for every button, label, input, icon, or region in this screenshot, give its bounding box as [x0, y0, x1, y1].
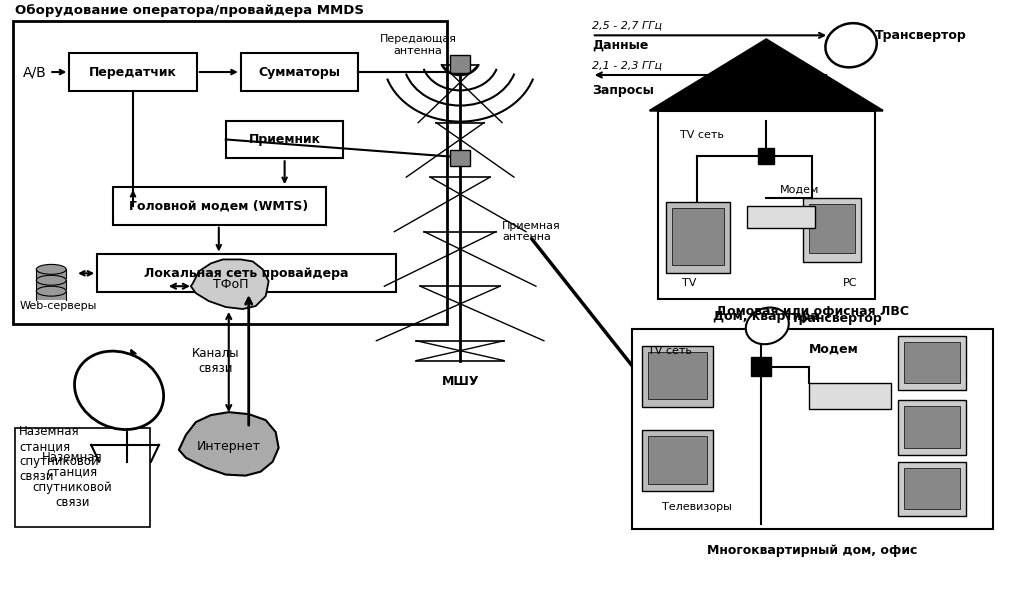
Bar	[36, 291, 67, 300]
Text: Наземная
станция
спутниковой
связи: Наземная станция спутниковой связи	[33, 451, 112, 508]
Bar	[904, 342, 959, 383]
Text: Телевизоры: Телевизоры	[661, 503, 732, 513]
Text: TV сеть: TV сеть	[680, 131, 724, 141]
Bar	[758, 148, 774, 165]
Bar	[648, 352, 707, 399]
Text: Трансвертор: Трансвертор	[791, 312, 883, 326]
Text: Оборудование оператора/провайдера MMDS: Оборудование оператора/провайдера MMDS	[15, 5, 364, 17]
Ellipse shape	[75, 351, 164, 429]
Ellipse shape	[825, 23, 876, 67]
Ellipse shape	[746, 308, 789, 345]
Text: Передающая
антенна: Передающая антенна	[379, 34, 457, 56]
Bar	[665, 202, 731, 273]
Bar	[747, 206, 815, 228]
Text: Web-серверы: Web-серверы	[19, 301, 96, 311]
Bar	[450, 150, 470, 166]
Ellipse shape	[36, 286, 67, 296]
Bar	[36, 280, 67, 289]
Text: 2,5 - 2,7 ГГц: 2,5 - 2,7 ГГц	[591, 20, 662, 30]
Bar	[15, 428, 150, 527]
Bar	[898, 336, 966, 390]
Bar	[36, 269, 67, 278]
Text: Сумматоры: Сумматоры	[258, 65, 340, 78]
Text: Модем: Модем	[809, 342, 859, 355]
Bar	[226, 121, 343, 158]
Bar	[671, 208, 725, 266]
Bar	[809, 383, 891, 409]
Bar	[241, 53, 359, 91]
Text: Наземная
станция
спутниковой
связи: Наземная станция спутниковой связи	[19, 425, 99, 483]
Bar	[70, 53, 197, 91]
Polygon shape	[191, 260, 269, 309]
Text: Головной модем (WMTS): Головной модем (WMTS)	[129, 200, 309, 213]
Text: Интернет: Интернет	[197, 440, 260, 453]
Bar	[450, 55, 470, 73]
Text: Приемная
антенна: Приемная антенна	[502, 221, 561, 242]
Text: TV сеть: TV сеть	[648, 346, 692, 356]
Bar	[751, 356, 771, 377]
Text: 2,1 - 2,3 ГГц: 2,1 - 2,3 ГГц	[591, 60, 662, 70]
Text: МШУ: МШУ	[442, 375, 479, 388]
Ellipse shape	[36, 264, 67, 274]
Bar	[898, 462, 966, 516]
Text: Домовая или офисная ЛВС: Домовая или офисная ЛВС	[715, 305, 909, 318]
Bar	[642, 430, 713, 491]
Text: Дом, квартира: Дом, квартира	[713, 311, 819, 324]
Bar	[809, 204, 855, 254]
Text: Данные: Данные	[591, 39, 648, 52]
Bar	[904, 467, 959, 509]
Polygon shape	[179, 412, 279, 476]
Text: Запросы: Запросы	[591, 84, 654, 97]
Bar	[898, 400, 966, 455]
Text: ТФоП: ТФоП	[213, 278, 248, 290]
Text: А/В: А/В	[24, 65, 47, 79]
Ellipse shape	[36, 275, 67, 285]
Text: PC: PC	[843, 278, 857, 288]
Bar	[658, 110, 875, 299]
Text: Приемник: Приемник	[249, 133, 321, 146]
Text: Модем: Модем	[780, 185, 819, 195]
Text: Каналы
связи: Каналы связи	[192, 346, 240, 375]
Bar	[13, 21, 447, 324]
Bar	[113, 187, 326, 225]
Bar	[904, 406, 959, 448]
Text: Локальная сеть провайдера: Локальная сеть провайдера	[145, 267, 348, 280]
Text: TV: TV	[683, 278, 697, 288]
Bar	[631, 329, 992, 529]
Text: Трансвертор: Трансвертор	[875, 29, 967, 42]
Bar	[804, 198, 861, 263]
Bar	[97, 254, 397, 292]
Text: Многоквартирный дом, офис: Многоквартирный дом, офис	[707, 545, 917, 557]
Text: Передатчик: Передатчик	[89, 65, 177, 78]
Bar	[648, 436, 707, 484]
Bar	[642, 346, 713, 407]
Polygon shape	[650, 39, 883, 110]
